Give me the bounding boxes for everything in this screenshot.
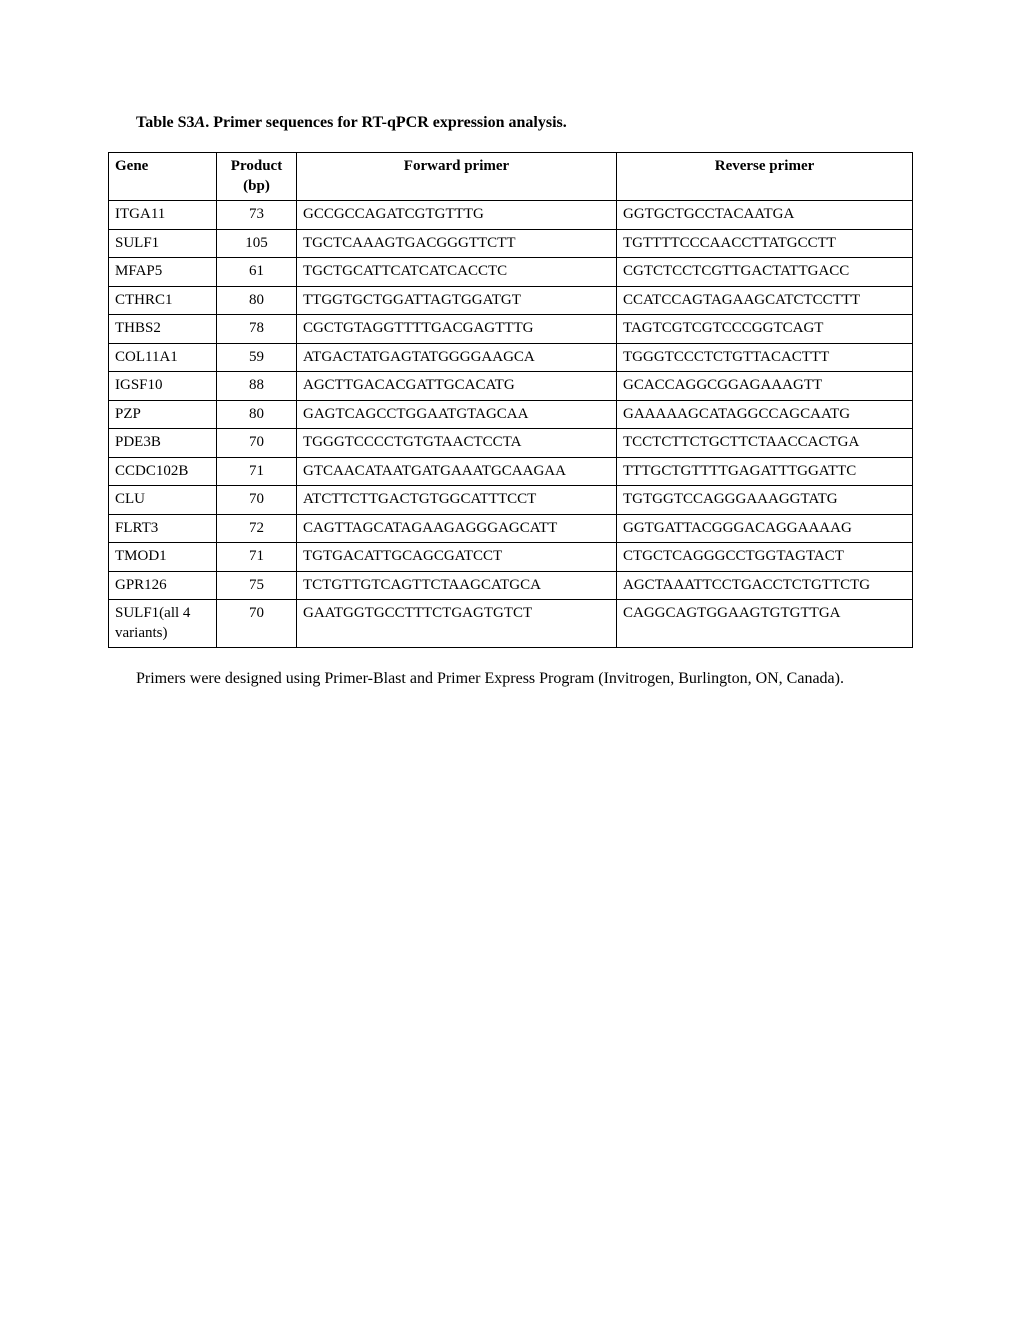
cell-forward: TCTGTTGTCAGTTCTAAGCATGCA <box>297 571 617 600</box>
cell-product: 71 <box>217 457 297 486</box>
cell-gene: CTHRC1 <box>109 286 217 315</box>
table-row: GPR12675TCTGTTGTCAGTTCTAAGCATGCAAGCTAAAT… <box>109 571 913 600</box>
cell-gene: SULF1(all 4 variants) <box>109 600 217 648</box>
cell-reverse: GCACCAGGCGGAGAAAGTT <box>617 372 913 401</box>
cell-product: 70 <box>217 600 297 648</box>
cell-product: 73 <box>217 201 297 230</box>
table-row: PDE3B70TGGGTCCCCTGTGTAACTCCTATCCTCTTCTGC… <box>109 429 913 458</box>
cell-reverse: TGTTTTCCCAACCTTATGCCTT <box>617 229 913 258</box>
table-row: CTHRC180TTGGTGCTGGATTAGTGGATGTCCATCCAGTA… <box>109 286 913 315</box>
cell-forward: GAATGGTGCCTTTCTGAGTGTCT <box>297 600 617 648</box>
cell-gene: CCDC102B <box>109 457 217 486</box>
cell-reverse: TTTGCTGTTTTGAGATTTGGATTC <box>617 457 913 486</box>
table-body: ITGA1173GCCGCCAGATCGTGTTTGGGTGCTGCCTACAA… <box>109 201 913 648</box>
cell-gene: PZP <box>109 400 217 429</box>
table-title-italic: A <box>195 114 206 131</box>
cell-product: 80 <box>217 286 297 315</box>
header-product: Product (bp) <box>217 153 297 201</box>
cell-gene: THBS2 <box>109 315 217 344</box>
cell-forward: AGCTTGACACGATTGCACATG <box>297 372 617 401</box>
cell-forward: TGCTGCATTCATCATCACCTC <box>297 258 617 287</box>
cell-product: 70 <box>217 429 297 458</box>
header-product-line1: Product <box>231 158 282 174</box>
cell-reverse: TGTGGTCCAGGGAAAGGTATG <box>617 486 913 515</box>
cell-reverse: CAGGCAGTGGAAGTGTGTTGA <box>617 600 913 648</box>
cell-gene: IGSF10 <box>109 372 217 401</box>
cell-reverse: TAGTCGTCGTCCCGGTCAGT <box>617 315 913 344</box>
table-row: THBS278CGCTGTAGGTTTTGACGAGTTTGTAGTCGTCGT… <box>109 315 913 344</box>
cell-gene: MFAP5 <box>109 258 217 287</box>
cell-forward: CGCTGTAGGTTTTGACGAGTTTG <box>297 315 617 344</box>
cell-gene: TMOD1 <box>109 543 217 572</box>
header-reverse: Reverse primer <box>617 153 913 201</box>
cell-forward: GCCGCCAGATCGTGTTTG <box>297 201 617 230</box>
table-row: SULF1(all 4 variants)70GAATGGTGCCTTTCTGA… <box>109 600 913 648</box>
cell-reverse: TGGGTCCCTCTGTTACACTTT <box>617 343 913 372</box>
cell-reverse: GGTGATTACGGGACAGGAAAAG <box>617 514 913 543</box>
table-row: CCDC102B71GTCAACATAATGATGAAATGCAAGAATTTG… <box>109 457 913 486</box>
cell-forward: ATGACTATGAGTATGGGGAAGCA <box>297 343 617 372</box>
cell-gene: CLU <box>109 486 217 515</box>
table-row: COL11A159ATGACTATGAGTATGGGGAAGCATGGGTCCC… <box>109 343 913 372</box>
cell-forward: CAGTTAGCATAGAAGAGGGAGCATT <box>297 514 617 543</box>
table-row: MFAP561TGCTGCATTCATCATCACCTCCGTCTCCTCGTT… <box>109 258 913 287</box>
cell-forward: ATCTTCTTGACTGTGGCATTTCCT <box>297 486 617 515</box>
cell-product: 61 <box>217 258 297 287</box>
cell-gene: GPR126 <box>109 571 217 600</box>
cell-gene: ITGA11 <box>109 201 217 230</box>
table-row: TMOD171TGTGACATTGCAGCGATCCTCTGCTCAGGGCCT… <box>109 543 913 572</box>
cell-gene: SULF1 <box>109 229 217 258</box>
primer-table: Gene Product (bp) Forward primer Reverse… <box>108 152 913 648</box>
table-row: SULF1105TGCTCAAAGTGACGGGTTCTTTGTTTTCCCAA… <box>109 229 913 258</box>
cell-product: 59 <box>217 343 297 372</box>
cell-gene: PDE3B <box>109 429 217 458</box>
cell-forward: TTGGTGCTGGATTAGTGGATGT <box>297 286 617 315</box>
footnote: Primers were designed using Primer-Blast… <box>108 668 912 690</box>
cell-product: 78 <box>217 315 297 344</box>
cell-forward: GAGTCAGCCTGGAATGTAGCAA <box>297 400 617 429</box>
cell-reverse: GAAAAAGCATAGGCCAGCAATG <box>617 400 913 429</box>
cell-product: 70 <box>217 486 297 515</box>
table-title-prefix: Table S3 <box>136 114 195 131</box>
cell-reverse: CGTCTCCTCGTTGACTATTGACC <box>617 258 913 287</box>
cell-gene: FLRT3 <box>109 514 217 543</box>
cell-product: 72 <box>217 514 297 543</box>
cell-reverse: GGTGCTGCCTACAATGA <box>617 201 913 230</box>
cell-forward: TGCTCAAAGTGACGGGTTCTT <box>297 229 617 258</box>
cell-reverse: CTGCTCAGGGCCTGGTAGTACT <box>617 543 913 572</box>
table-row: IGSF1088AGCTTGACACGATTGCACATGGCACCAGGCGG… <box>109 372 913 401</box>
table-title-suffix: . Primer sequences for RT-qPCR expressio… <box>205 114 567 131</box>
cell-forward: TGTGACATTGCAGCGATCCT <box>297 543 617 572</box>
cell-gene: COL11A1 <box>109 343 217 372</box>
cell-product: 88 <box>217 372 297 401</box>
cell-reverse: TCCTCTTCTGCTTCTAACCACTGA <box>617 429 913 458</box>
header-gene: Gene <box>109 153 217 201</box>
table-row: PZP80GAGTCAGCCTGGAATGTAGCAAGAAAAAGCATAGG… <box>109 400 913 429</box>
table-row: CLU70ATCTTCTTGACTGTGGCATTTCCTTGTGGTCCAGG… <box>109 486 913 515</box>
cell-product: 105 <box>217 229 297 258</box>
cell-forward: GTCAACATAATGATGAAATGCAAGAA <box>297 457 617 486</box>
cell-reverse: AGCTAAATTCCTGACCTCTGTTCTG <box>617 571 913 600</box>
table-row: FLRT372CAGTTAGCATAGAAGAGGGAGCATTGGTGATTA… <box>109 514 913 543</box>
table-row: ITGA1173GCCGCCAGATCGTGTTTGGGTGCTGCCTACAA… <box>109 201 913 230</box>
header-product-line2: (bp) <box>243 178 270 194</box>
table-title-container: Table S3A. Primer sequences for RT-qPCR … <box>108 114 912 132</box>
cell-reverse: CCATCCAGTAGAAGCATCTCCTTT <box>617 286 913 315</box>
cell-product: 71 <box>217 543 297 572</box>
cell-forward: TGGGTCCCCTGTGTAACTCCTA <box>297 429 617 458</box>
table-header-row: Gene Product (bp) Forward primer Reverse… <box>109 153 913 201</box>
cell-product: 75 <box>217 571 297 600</box>
cell-product: 80 <box>217 400 297 429</box>
header-forward: Forward primer <box>297 153 617 201</box>
